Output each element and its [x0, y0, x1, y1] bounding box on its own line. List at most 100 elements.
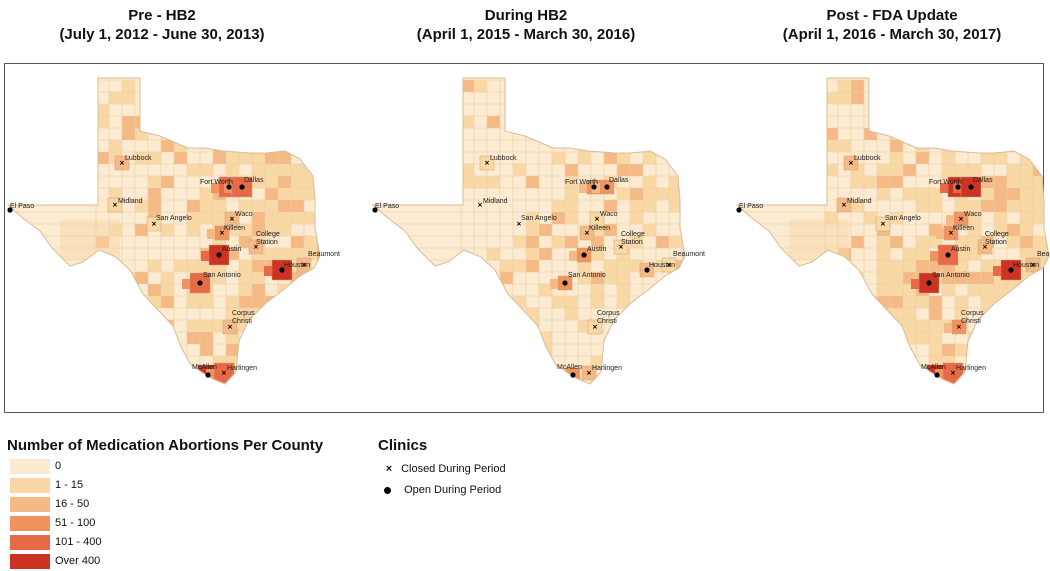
county-cell: [148, 356, 161, 368]
county-cell: [591, 248, 604, 260]
county-cell: [1046, 248, 1049, 260]
county-cell: [643, 224, 656, 236]
county-cell: [981, 260, 994, 272]
metro-county: [1025, 257, 1041, 273]
county-cell: [942, 164, 955, 176]
county-cell: [161, 272, 174, 284]
county-cell: [291, 212, 304, 224]
closed-clinic-marker: ×: [228, 323, 233, 332]
county-cell: [968, 140, 981, 152]
county-cell: [877, 188, 890, 200]
metro-county: [944, 323, 952, 333]
county-cell: [1020, 236, 1033, 248]
county-cell: [135, 272, 148, 284]
county-cell: [461, 308, 474, 320]
county-cell: [656, 308, 669, 320]
county-cell: [890, 236, 903, 248]
city-label: Lubbock: [125, 155, 152, 162]
county-cell: [955, 380, 968, 384]
county-cell: [1007, 356, 1020, 368]
county-cell: [1020, 80, 1033, 92]
county-cell: [617, 116, 630, 128]
county-cell: [1033, 164, 1046, 176]
county-cell: [994, 92, 1007, 104]
county-cell: [526, 356, 539, 368]
city-label: Harlingen: [956, 365, 986, 372]
county-cell: [317, 248, 320, 260]
metro-county: [587, 319, 603, 335]
county-cell: [682, 368, 685, 380]
county-cell: [252, 80, 265, 92]
county-cell: [877, 176, 890, 188]
county-cell: [942, 344, 955, 356]
county-cell: [1007, 332, 1020, 344]
county-cell: [304, 320, 317, 332]
county-cell: [304, 164, 317, 176]
county-cell: [994, 200, 1007, 212]
county-cell: [552, 152, 565, 164]
open-clinic-marker: [955, 184, 961, 190]
county-cell: [317, 212, 320, 224]
panel-2-title: During HB2 (April 1, 2015 - March 30, 20…: [356, 6, 696, 44]
county-cell: [239, 296, 252, 308]
county-cell: [135, 152, 148, 164]
county-cell: [877, 248, 890, 260]
county-cell: [669, 320, 682, 332]
county-cell: [630, 212, 643, 224]
county-cell: [526, 236, 539, 248]
open-clinic-marker: [934, 372, 940, 378]
county-cell: [96, 152, 109, 164]
metro-county: [977, 239, 993, 255]
metro-county: [224, 211, 240, 227]
county-cell: [903, 368, 916, 380]
metro-county: [661, 257, 677, 273]
county-cell: [968, 224, 981, 236]
county-cell: [291, 296, 304, 308]
county-cell: [1020, 308, 1033, 320]
city-label: Houston: [1013, 262, 1039, 269]
closed-clinic-marker: ×: [1031, 261, 1036, 270]
county-cell: [461, 176, 474, 188]
closed-clinic-marker: ×: [881, 220, 886, 229]
panel-3-title-line: Post - FDA Update: [826, 7, 958, 24]
county-cell: [890, 140, 903, 152]
county-cell: [1007, 200, 1020, 212]
county-cell: [291, 140, 304, 152]
city-label: Austin: [222, 246, 242, 253]
county-cell: [838, 260, 851, 272]
county-cell: [851, 296, 864, 308]
county-cell: [148, 152, 161, 164]
county-cell: [955, 164, 968, 176]
county-cell: [226, 128, 239, 140]
county-cell: [890, 308, 903, 320]
county-cell: [825, 164, 838, 176]
county-cell: [890, 320, 903, 332]
county-cell: [1033, 212, 1046, 224]
city-label: Waco: [964, 211, 982, 218]
county-cell: [578, 104, 591, 116]
county-cell: [278, 140, 291, 152]
county-cell: [981, 80, 994, 92]
county-cell: [1033, 368, 1046, 380]
legend-label: 1 - 15: [55, 479, 84, 491]
county-cell: [877, 368, 890, 380]
county-cell: [617, 152, 630, 164]
closed-clinic-marker: ×: [849, 159, 854, 168]
county-cell: [265, 344, 278, 356]
county-cell: [851, 356, 864, 368]
county-cell: [1020, 176, 1033, 188]
county-cell: [916, 152, 929, 164]
county-cell: [513, 260, 526, 272]
county-cell: [994, 104, 1007, 116]
closed-clinic-marker: ×: [593, 323, 598, 332]
county-cell: [161, 176, 174, 188]
county-cell: [890, 332, 903, 344]
closed-clinic-marker: ×: [478, 201, 483, 210]
county-cell: [968, 116, 981, 128]
county-cell: [213, 116, 226, 128]
clinic-open-legend: Open During Period: [380, 484, 501, 496]
city-label: Lubbock: [490, 155, 517, 162]
county-cell: [617, 260, 630, 272]
county-cell: [890, 296, 903, 308]
closed-clinic-marker: ×: [230, 215, 235, 224]
